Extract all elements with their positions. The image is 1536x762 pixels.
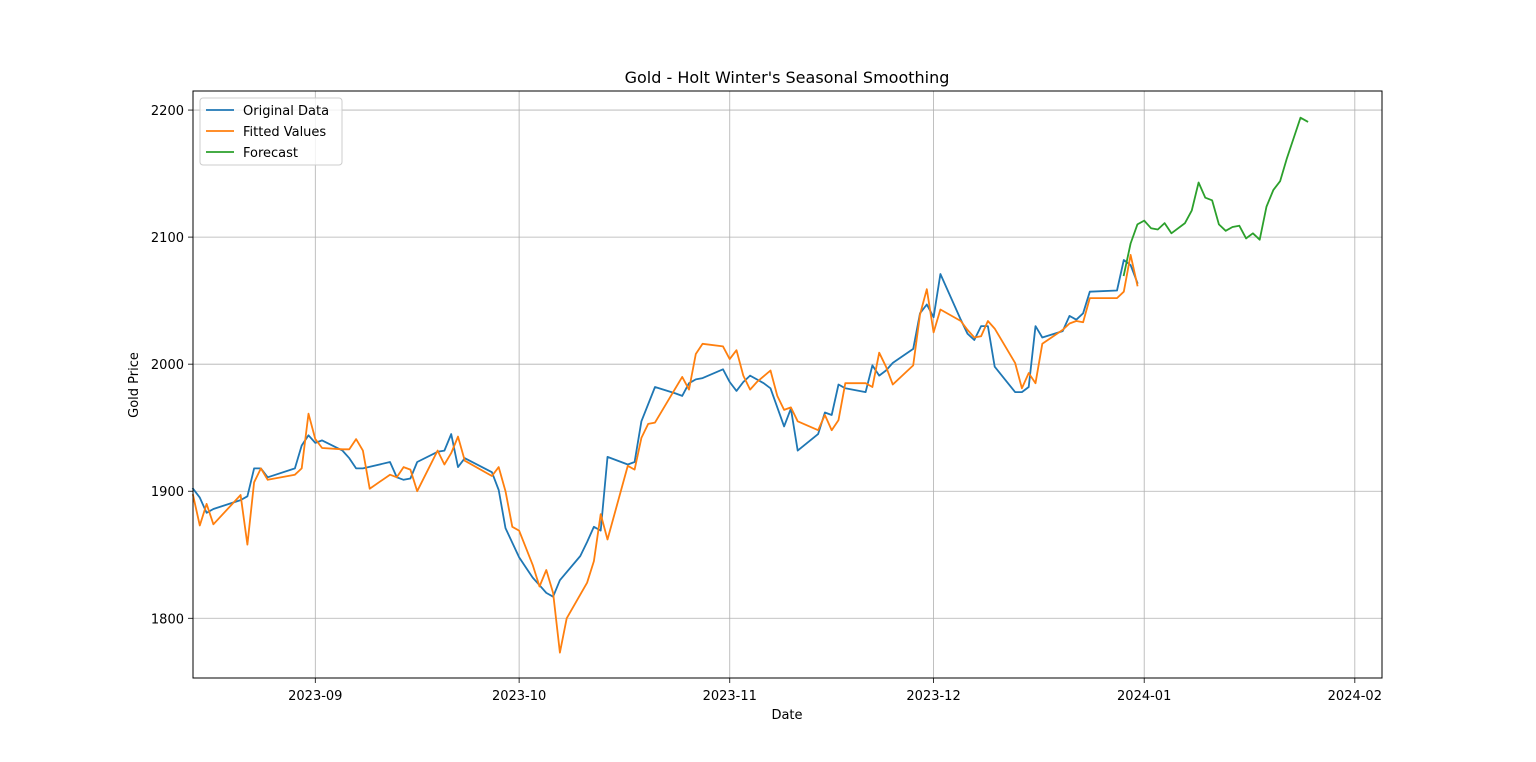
y-tick-label: 2000	[151, 358, 184, 373]
series-line-fitted-values	[191, 253, 1139, 654]
x-tick-label: 2023-10	[492, 689, 546, 704]
y-axis: 1800 1900 2000 2100 2200	[151, 104, 193, 627]
y-tick-label: 2100	[151, 231, 184, 246]
y-axis-title: Gold Price	[127, 352, 142, 418]
x-tick-label: 2024-01	[1117, 689, 1171, 704]
x-tick-label: 2023-09	[288, 689, 342, 704]
series-layer	[191, 116, 1309, 654]
y-tick-label: 1800	[151, 612, 184, 627]
x-tick-label: 2023-12	[906, 689, 960, 704]
chart-title: Gold - Holt Winter's Seasonal Smoothing	[625, 68, 950, 87]
x-tick-label: 2023-11	[703, 689, 757, 704]
plot-frame	[192, 90, 1383, 679]
legend: Original Data Fitted Values Forecast	[199, 97, 343, 166]
legend-label-fitted-values: Fitted Values	[243, 125, 326, 140]
y-tick-label: 1900	[151, 485, 184, 500]
legend-label-original-data: Original Data	[243, 104, 329, 119]
legend-box	[199, 97, 343, 166]
series-line-forecast	[1122, 116, 1309, 277]
legend-label-forecast: Forecast	[243, 146, 298, 161]
y-tick-label: 2200	[151, 104, 184, 119]
x-axis: 2023-09 2023-10 2023-11 2023-12 2024-01 2024-…	[288, 678, 1382, 704]
series-line-original-data	[191, 259, 1139, 598]
x-axis-title: Date	[771, 708, 802, 723]
x-tick-label: 2024-02	[1328, 689, 1382, 704]
grid-lines	[193, 91, 1382, 678]
